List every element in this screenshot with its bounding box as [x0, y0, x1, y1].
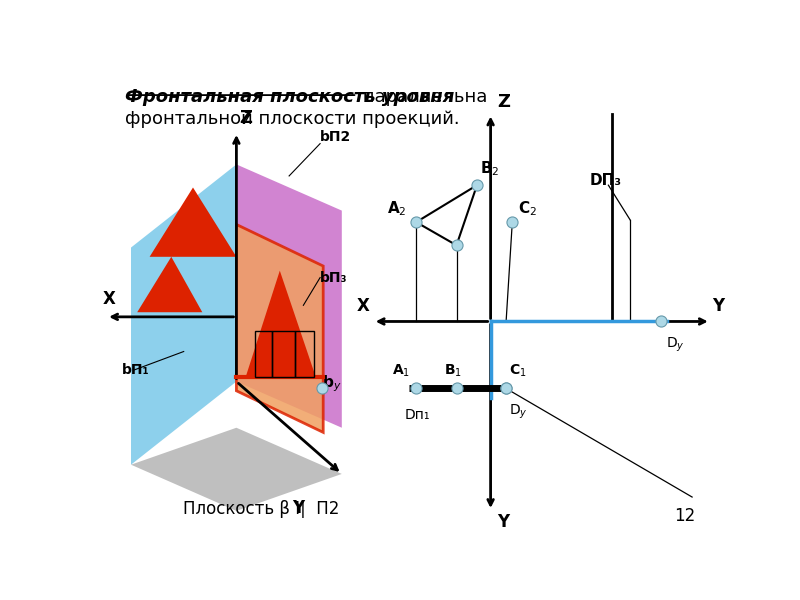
Text: bП₃: bП₃: [320, 271, 348, 284]
Text: D$_y$: D$_y$: [666, 335, 685, 353]
Polygon shape: [138, 257, 202, 312]
Text: B$_2$: B$_2$: [480, 160, 499, 178]
Text: Y: Y: [292, 499, 305, 517]
Polygon shape: [150, 187, 237, 257]
Text: Dп₁: Dп₁: [405, 409, 430, 422]
Text: X: X: [357, 296, 370, 314]
Text: Y: Y: [497, 513, 509, 531]
Text: B$_1$: B$_1$: [445, 363, 462, 379]
Polygon shape: [131, 164, 237, 464]
Text: X: X: [103, 290, 116, 308]
Text: A$_2$: A$_2$: [387, 199, 407, 218]
Polygon shape: [237, 224, 323, 433]
Text: Плоскость β I|  П2: Плоскость β I| П2: [183, 500, 339, 518]
Text: C$_1$: C$_1$: [510, 363, 526, 379]
Text: Y: Y: [712, 296, 724, 314]
Text: b$_y$: b$_y$: [322, 374, 342, 394]
Text: DП₃: DП₃: [590, 173, 622, 188]
Polygon shape: [237, 164, 342, 428]
Text: C$_2$: C$_2$: [518, 199, 538, 218]
Polygon shape: [131, 428, 342, 511]
Text: A$_1$: A$_1$: [392, 363, 410, 379]
Polygon shape: [246, 271, 316, 377]
Text: Z: Z: [497, 93, 510, 111]
Text: 12: 12: [674, 507, 695, 525]
Text: bП₁: bП₁: [122, 363, 150, 377]
Text: bП2: bП2: [320, 130, 351, 143]
Text: параллельна: параллельна: [358, 88, 488, 106]
Text: Z: Z: [239, 109, 252, 127]
Text: Фронтальная плоскость уровня: Фронтальная плоскость уровня: [125, 88, 454, 106]
Text: фронтальной плоскости проекций.: фронтальной плоскости проекций.: [125, 110, 459, 128]
Text: D$_y$: D$_y$: [510, 403, 528, 421]
